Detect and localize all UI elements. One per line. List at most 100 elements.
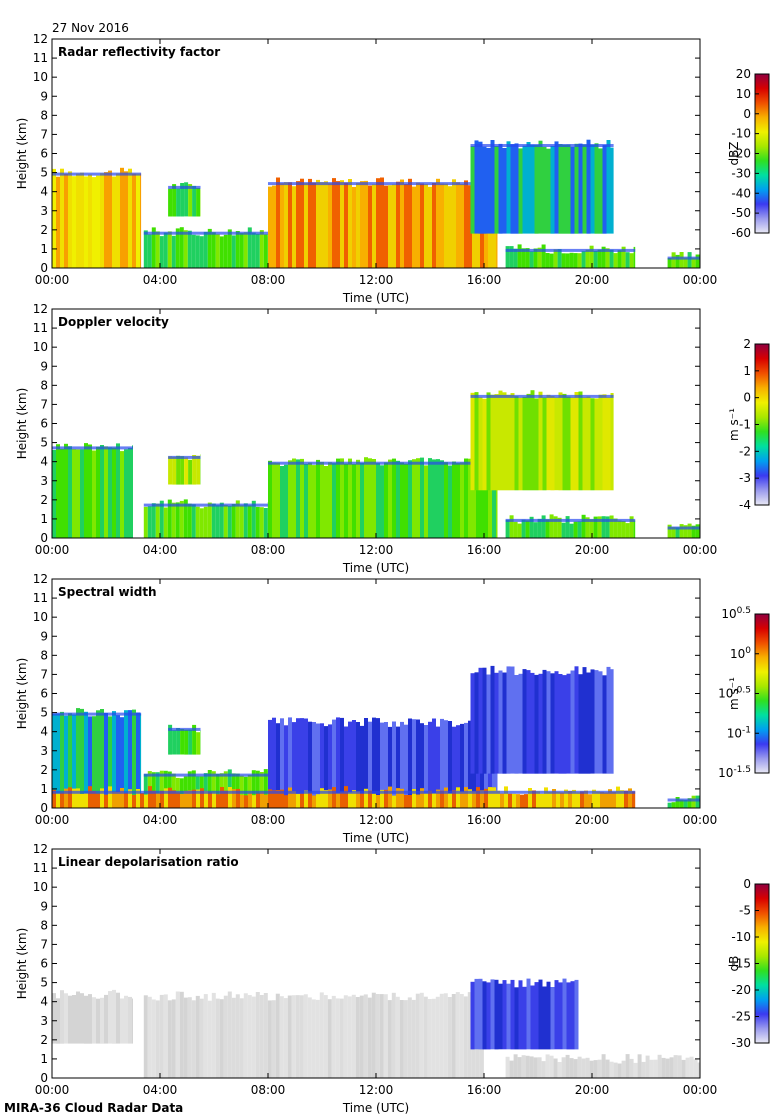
cloud-column	[227, 229, 232, 268]
cloud-column	[478, 141, 483, 234]
cloud-column	[677, 1055, 682, 1078]
cloud-column	[304, 183, 308, 268]
y-tick-label: 0	[40, 801, 48, 815]
cloud-column	[496, 790, 500, 808]
cloud-edge	[143, 231, 268, 235]
cloud-column	[159, 770, 164, 808]
cloud-column	[200, 788, 204, 808]
cloud-column	[364, 180, 368, 268]
cloud-column	[408, 718, 412, 808]
cloud-column	[569, 252, 574, 268]
colorbar: 0 -5 -10 -15 -20 -25 -30 dB	[727, 877, 770, 1050]
cloud-column	[420, 723, 424, 808]
cloud-column	[180, 456, 185, 485]
cloud-column	[92, 997, 96, 1044]
cloud-column	[518, 397, 523, 491]
cloud-column	[68, 713, 72, 808]
cloud-column	[248, 793, 252, 808]
cloud-column	[510, 393, 515, 491]
cloud-column	[408, 178, 412, 268]
cloud-column	[541, 1061, 546, 1078]
cloud-column	[492, 787, 496, 808]
cloud-column	[195, 235, 200, 268]
cloud-column	[478, 978, 483, 1050]
cloud-feature	[143, 227, 268, 268]
cloud-column	[550, 396, 555, 491]
cloud-column	[204, 790, 208, 808]
cloud-column	[215, 234, 220, 268]
cloud-column	[112, 176, 116, 268]
cloud-column	[577, 253, 582, 268]
cloud-column	[172, 730, 177, 755]
cloud-column	[633, 246, 636, 268]
cloud-column	[143, 506, 148, 538]
cloud-column	[546, 671, 551, 774]
cloud-column	[216, 794, 220, 808]
cloud-column	[295, 995, 300, 1078]
cloud-column	[340, 717, 344, 808]
cloud-column	[316, 459, 320, 538]
cloud-column	[196, 188, 201, 217]
colorbar-tick-label: -5	[739, 904, 751, 918]
cloud-column	[412, 719, 416, 808]
cloud-column	[526, 393, 531, 491]
cloud-column	[530, 390, 535, 491]
cloud-column	[100, 445, 104, 538]
y-axis-label: Height (km)	[15, 118, 29, 189]
cloud-column	[546, 394, 551, 491]
cloud-column	[276, 462, 280, 538]
cloud-feature	[52, 443, 133, 538]
cloud-column	[251, 996, 256, 1078]
cloud-column	[605, 248, 610, 268]
cloud-column	[60, 792, 64, 808]
cloud-column	[132, 794, 136, 808]
cloud-column	[509, 515, 514, 538]
cloud-column	[542, 669, 547, 774]
cloud-column	[464, 722, 468, 808]
cloud-column	[251, 500, 256, 538]
cloud-column	[132, 445, 133, 538]
cloud-column	[368, 185, 372, 268]
cloud-column	[407, 997, 412, 1078]
cloud-column	[404, 463, 408, 538]
cloud-column	[199, 998, 204, 1078]
cloud-column	[424, 725, 428, 808]
y-tick-label: 3	[40, 1014, 48, 1028]
cloud-column	[617, 1063, 622, 1078]
cloud-column	[360, 463, 364, 538]
cloud-column	[316, 794, 320, 808]
cloud-column	[629, 516, 634, 538]
cloud-column	[484, 463, 488, 538]
cloud-column	[356, 722, 360, 808]
cloud-column	[562, 393, 567, 491]
cloud-column	[536, 791, 540, 808]
cloud-column	[384, 722, 388, 808]
cloud-column	[520, 794, 524, 808]
cloud-column	[675, 527, 680, 538]
cloud-column	[147, 506, 152, 538]
y-tick-label: 4	[40, 725, 48, 739]
cloud-column	[538, 673, 543, 774]
cloud-column	[215, 505, 220, 538]
cloud-column	[287, 995, 292, 1078]
cloud-column	[259, 995, 264, 1078]
cloud-column	[545, 253, 550, 268]
cloud-column	[392, 795, 396, 808]
y-axis-label: Height (km)	[15, 658, 29, 729]
cloud-column	[400, 179, 404, 268]
cloud-column	[155, 503, 160, 538]
cloud-column	[379, 994, 384, 1078]
y-tick-label: 5	[40, 436, 48, 450]
cloud-column	[502, 392, 507, 491]
cloud-column	[263, 234, 268, 268]
cloud-column	[340, 180, 344, 268]
cloud-column	[372, 184, 376, 268]
cloud-column	[558, 674, 563, 774]
cloud-column	[68, 787, 72, 808]
y-tick-label: 6	[40, 417, 48, 431]
cloud-column	[188, 729, 193, 755]
x-tick-label: 04:00	[143, 1083, 178, 1097]
cloud-column	[482, 981, 487, 1050]
